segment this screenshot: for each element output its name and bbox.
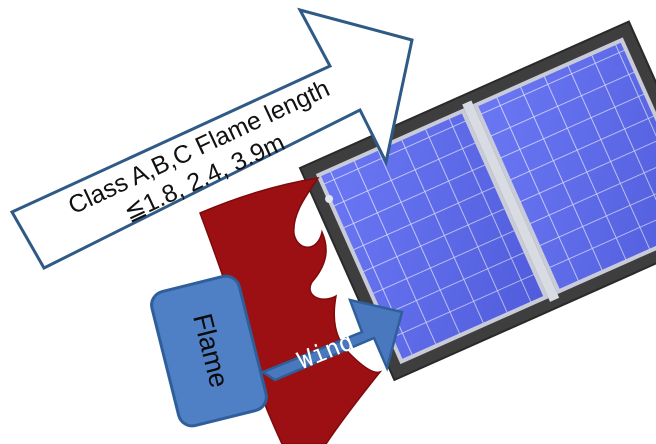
solar-panel-left	[315, 108, 549, 365]
wind-arrow-shape	[260, 298, 404, 382]
solar-panel-right	[472, 37, 656, 295]
flame-length-arrow-shape	[9, 7, 414, 270]
solar-panel-array	[298, 20, 656, 382]
flame-label-box: Flame	[150, 274, 268, 428]
mounting-rail	[462, 100, 560, 302]
